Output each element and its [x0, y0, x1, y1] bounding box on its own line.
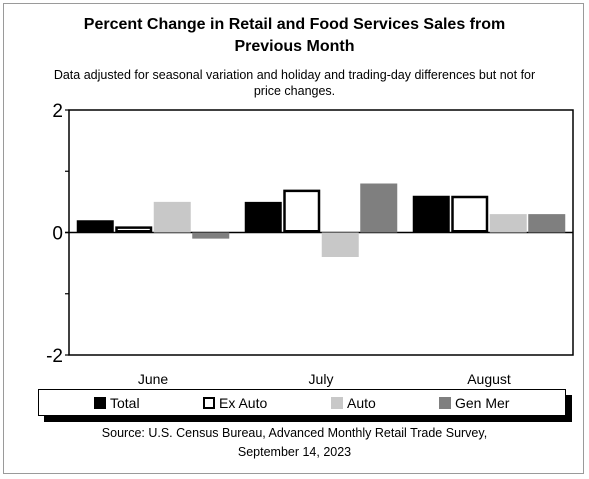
chart-title-line-2: Previous Month	[234, 38, 355, 55]
x-tick-label-june: June	[138, 371, 169, 387]
legend-item-auto: Auto	[331, 395, 376, 411]
bar-gen-mer-august	[528, 214, 566, 233]
legend-swatch-ex-auto	[203, 397, 215, 409]
bar-total-june	[76, 220, 114, 233]
legend-label-gen-mer: Gen Mer	[455, 395, 510, 411]
source-note: Source: U.S. Census Bureau, Advanced Mon…	[0, 424, 589, 462]
chart-title: Percent Change in Retail and Food Servic…	[0, 14, 589, 58]
legend-swatch-gen-mer	[439, 397, 451, 409]
legend-label-auto: Auto	[347, 395, 376, 411]
source-line-2: September 14, 2023	[237, 445, 352, 459]
bar-ex-auto-july	[283, 189, 321, 233]
chart-subtitle-line-1: Data adjusted for seasonal variation and…	[53, 68, 536, 82]
legend-item-gen-mer: Gen Mer	[439, 395, 509, 411]
legend-label-total: Total	[110, 395, 140, 411]
legend-label-ex-auto: Ex Auto	[219, 395, 268, 411]
bar-auto-june	[153, 201, 191, 233]
legend-swatch-total	[94, 397, 106, 409]
y-tick-label: 0	[52, 224, 63, 245]
legend: Total Ex Auto Auto Gen Mer	[38, 389, 566, 416]
chart-title-line-1: Percent Change in Retail and Food Servic…	[83, 16, 506, 33]
x-tick-label-july: July	[309, 371, 334, 387]
chart-subtitle-line-2: price changes.	[253, 84, 336, 98]
bar-total-august	[412, 195, 450, 233]
bar-gen-mer-july	[360, 183, 398, 233]
bar-auto-august	[489, 214, 527, 233]
bar-gen-mer-june	[192, 232, 230, 239]
y-tick-label: -2	[46, 346, 63, 367]
bar-ex-auto-august	[451, 195, 489, 233]
bar-total-july	[244, 201, 282, 233]
source-line-1: Source: U.S. Census Bureau, Advanced Mon…	[101, 426, 488, 440]
chart-subtitle: Data adjusted for seasonal variation and…	[0, 67, 589, 99]
x-tick-label-august: August	[467, 371, 511, 387]
legend-swatch-auto	[331, 397, 343, 409]
bar-ex-auto-june	[115, 226, 153, 233]
bar-auto-july	[321, 232, 359, 257]
y-tick-label: 2	[52, 101, 63, 122]
legend-item-total: Total	[94, 395, 140, 411]
legend-item-ex-auto: Ex Auto	[203, 395, 267, 411]
